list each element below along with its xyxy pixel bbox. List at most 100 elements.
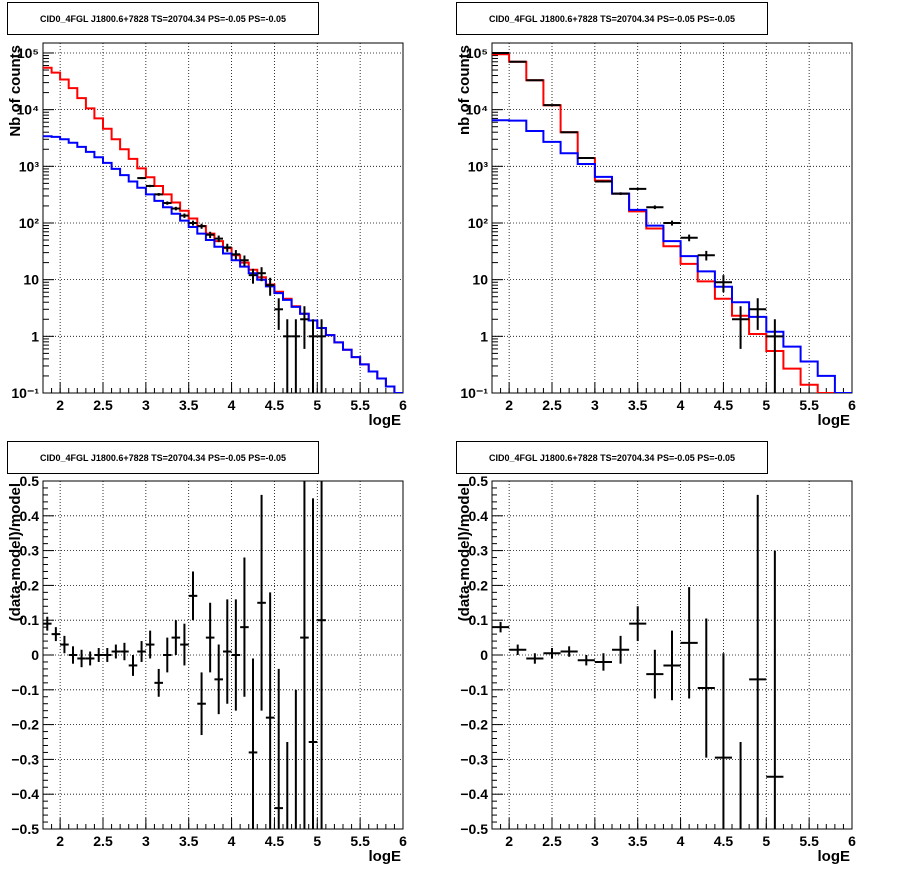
- y-tick-label: −0.4: [460, 786, 488, 802]
- data-point: [578, 157, 595, 158]
- data-point: [266, 592, 275, 829]
- plot-frame: [43, 43, 403, 393]
- x-tick-label: 2.5: [93, 833, 113, 849]
- x-tick-label: 6: [399, 833, 407, 849]
- data-point: [749, 298, 766, 330]
- x-tick-label: 3.5: [628, 833, 648, 849]
- data-point: [732, 306, 749, 349]
- y-tick-label: 10³: [468, 158, 489, 174]
- data-point: [300, 306, 309, 349]
- data-point: [629, 188, 646, 190]
- data-point: [309, 498, 318, 829]
- y-tick-label: −0.1: [460, 682, 488, 698]
- chart-title: CID0_4FGL J1800.6+7828 TS=20704.34 PS=-0…: [7, 441, 319, 474]
- histogram-series-1: [43, 136, 403, 393]
- y-tick-label: −0.3: [11, 751, 39, 767]
- data-point: [146, 631, 155, 659]
- data-point: [137, 641, 146, 662]
- y-tick-label: 0: [480, 647, 488, 663]
- data-point: [223, 599, 232, 703]
- data-point: [543, 648, 560, 658]
- x-tick-label: 4: [228, 833, 236, 849]
- data-point: [249, 269, 258, 284]
- data-point: [232, 250, 241, 259]
- data-point: [274, 298, 283, 330]
- data-point: [120, 643, 129, 660]
- x-tick-label: 5.5: [350, 397, 370, 413]
- data-point: [154, 669, 163, 697]
- data-point: [223, 244, 232, 252]
- data-point: [715, 275, 732, 292]
- data-point: [274, 669, 283, 829]
- x-tick-label: 3: [142, 397, 150, 413]
- data-point: [112, 645, 121, 659]
- data-point: [578, 655, 595, 665]
- data-point: [129, 655, 138, 676]
- y-tick-label: −0.3: [460, 751, 488, 767]
- x-tick-label: 3.5: [628, 397, 648, 413]
- chart-title: CID0_4FGL J1800.6+7828 TS=20704.34 PS=-0…: [456, 441, 768, 474]
- data-point: [612, 636, 629, 664]
- x-tick-label: 2: [505, 397, 513, 413]
- x-tick-label: 5: [762, 833, 770, 849]
- data-point: [732, 742, 749, 875]
- data-point: [646, 205, 663, 209]
- data-point: [509, 645, 526, 655]
- data-point: [163, 201, 172, 204]
- data-point: [146, 185, 155, 187]
- data-point: [172, 620, 181, 655]
- y-tick-label: −0.5: [11, 821, 39, 837]
- data-point: [249, 658, 258, 829]
- x-tick-label: 6: [848, 397, 856, 413]
- data-point: [663, 221, 680, 226]
- data-point: [283, 742, 292, 875]
- x-tick-label: 4.5: [714, 397, 734, 413]
- data-point: [60, 636, 69, 653]
- data-point: [612, 192, 629, 195]
- x-tick-label: 4: [677, 397, 685, 413]
- data-point: [317, 319, 326, 393]
- data-point: [189, 221, 198, 226]
- y-tick-label: 10: [472, 272, 488, 288]
- data-point: [94, 648, 103, 662]
- x-tick-label: 3: [142, 833, 150, 849]
- data-point: [292, 690, 301, 864]
- data-point: [240, 255, 249, 266]
- data-point: [214, 645, 223, 715]
- data-point: [206, 603, 215, 673]
- y-axis-label: (data-model)/model: [7, 483, 24, 621]
- x-tick-label: 2: [56, 833, 64, 849]
- data-point: [629, 606, 646, 641]
- y-tick-label: 1: [480, 328, 488, 344]
- data-point: [715, 653, 732, 829]
- data-point: [317, 481, 326, 829]
- data-point: [180, 624, 189, 666]
- data-point: [172, 207, 181, 211]
- data-point: [163, 638, 172, 673]
- data-point: [86, 652, 95, 666]
- y-tick-label: −0.2: [460, 717, 488, 733]
- plot-data: [43, 68, 403, 393]
- plot-data: [43, 481, 326, 875]
- x-tick-label: 3: [591, 397, 599, 413]
- x-tick-label: 6: [399, 397, 407, 413]
- data-point: [595, 180, 612, 182]
- y-tick-label: 10²: [468, 215, 489, 231]
- data-point: [180, 214, 189, 218]
- x-tick-label: 3: [591, 833, 599, 849]
- data-point: [232, 599, 241, 710]
- data-point: [154, 193, 163, 196]
- x-tick-label: 2: [505, 833, 513, 849]
- y-axis-label: Nb of counts: [7, 45, 24, 137]
- data-point: [69, 646, 78, 663]
- data-point: [492, 622, 509, 632]
- y-tick-label: 10⁻¹: [460, 385, 488, 401]
- data-point: [77, 650, 86, 667]
- x-tick-label: 4: [677, 833, 685, 849]
- data-point: [240, 558, 249, 697]
